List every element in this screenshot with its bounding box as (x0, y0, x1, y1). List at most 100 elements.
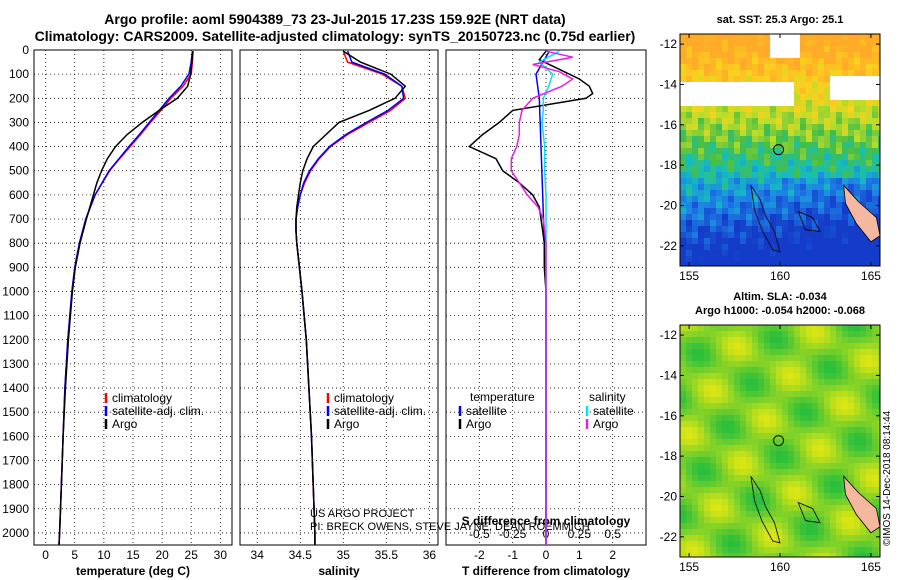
sst-map-cell (740, 250, 746, 256)
sst-map-cell (734, 208, 740, 214)
temp-series-2 (58, 51, 194, 546)
sst-map-cell (794, 226, 800, 232)
sla-lat-label: -22 (660, 530, 678, 544)
sla-map-cell (728, 511, 734, 517)
sst-map-cell (806, 184, 812, 190)
sla-map-cell (806, 457, 812, 463)
sst-map-cell (788, 178, 794, 184)
sst-map-cell (872, 76, 878, 82)
sla-map-cell (740, 439, 746, 445)
sla-map-cell (854, 337, 860, 343)
sla-map-cell (710, 481, 716, 487)
sla-map-cell (740, 499, 746, 505)
sst-map-cell (698, 136, 704, 142)
sst-map-cell (692, 226, 698, 232)
sla-map-cell (800, 337, 806, 343)
sla-map-cell (872, 451, 878, 457)
sla-map-cell (758, 451, 764, 457)
sst-lon-label: 160 (770, 269, 790, 283)
sla-map-cell (710, 517, 716, 523)
sst-map-cell (818, 70, 824, 76)
sst-map-cell (812, 250, 818, 256)
sst-map-cell (764, 172, 770, 178)
sla-map-cell (734, 373, 740, 379)
sla-map-cell (758, 409, 764, 415)
sla-map-cell (698, 331, 704, 337)
sla-map-cell (860, 385, 866, 391)
sla-map-cell (686, 331, 692, 337)
sst-map-cell (770, 244, 776, 250)
sla-map-cell (722, 487, 728, 493)
sla-map-cell (722, 547, 728, 553)
sst-map-cell (788, 208, 794, 214)
sla-map-cell (722, 439, 728, 445)
sst-map-cell (800, 40, 806, 46)
sla-map-cell (728, 463, 734, 469)
sla-map-cell (746, 349, 752, 355)
sst-map-cell (698, 154, 704, 160)
sla-map-cell (776, 463, 782, 469)
sla-map-cell (692, 439, 698, 445)
depth-tick-label: 2000 (2, 526, 29, 540)
sst-map-cell (686, 136, 692, 142)
sla-map-cell (848, 337, 854, 343)
sla-map-cell (746, 481, 752, 487)
sla-map-cell (842, 505, 848, 511)
sst-map-cell (794, 64, 800, 70)
sst-map-cell (860, 178, 866, 184)
sst-map-cell (878, 238, 880, 244)
sla-map-cell (716, 373, 722, 379)
sst-map-cell (818, 40, 824, 46)
sla-map-cell (698, 541, 704, 547)
sla-reef-contour (797, 501, 821, 524)
sst-map-cell (746, 124, 752, 130)
sla-map-cell (872, 445, 878, 451)
sst-map-cell (710, 184, 716, 190)
sst-map-cell (878, 154, 880, 160)
sla-map-cell (686, 487, 692, 493)
sla-map-cell (842, 325, 848, 331)
sla-map-cell (692, 367, 698, 373)
sla-map-cell (776, 379, 782, 385)
sla-map-cell (842, 415, 848, 421)
sla-map-cell (878, 409, 880, 415)
sst-map-cell (686, 250, 692, 256)
sla-map-cell (692, 541, 698, 547)
sla-map-cell (734, 379, 740, 385)
sla-map-cell (740, 349, 746, 355)
sla-lon-label: 165 (861, 560, 881, 574)
sla-map-cell (824, 547, 830, 553)
sst-map-cell (866, 238, 872, 244)
sla-map-cell (800, 553, 806, 557)
sla-map-cell (740, 343, 746, 349)
sst-map-cell (848, 130, 854, 136)
sla-map-cell (836, 487, 842, 493)
sst-map-cell (704, 112, 710, 118)
sst-map-cell (836, 154, 842, 160)
sst-map-cell (764, 154, 770, 160)
sla-map-cell (836, 349, 842, 355)
sst-map-cell (752, 202, 758, 208)
sla-map-cell (764, 337, 770, 343)
sst-map-cell (788, 112, 794, 118)
sst-map-cell (734, 82, 740, 88)
sst-map-cell (776, 46, 782, 52)
sla-map-cell (710, 379, 716, 385)
sla-map-cell (770, 337, 776, 343)
sst-map-cell (878, 196, 880, 202)
sla-map-cell (716, 529, 722, 535)
sla-map-cell (704, 505, 710, 511)
sla-map-cell (860, 427, 866, 433)
sst-map-cell (776, 136, 782, 142)
sst-map-cell (782, 256, 788, 262)
sst-map-cell (806, 52, 812, 58)
sst-map-cell (812, 154, 818, 160)
depth-tick-label: 600 (9, 188, 29, 202)
sla-map-cell (800, 523, 806, 529)
sst-map-cell (692, 76, 698, 82)
sla-map-cell (686, 505, 692, 511)
sst-map-cell (764, 226, 770, 232)
sla-lat-label: -18 (660, 449, 678, 463)
sst-map-cell (680, 40, 686, 46)
sst-map-cell (758, 154, 764, 160)
